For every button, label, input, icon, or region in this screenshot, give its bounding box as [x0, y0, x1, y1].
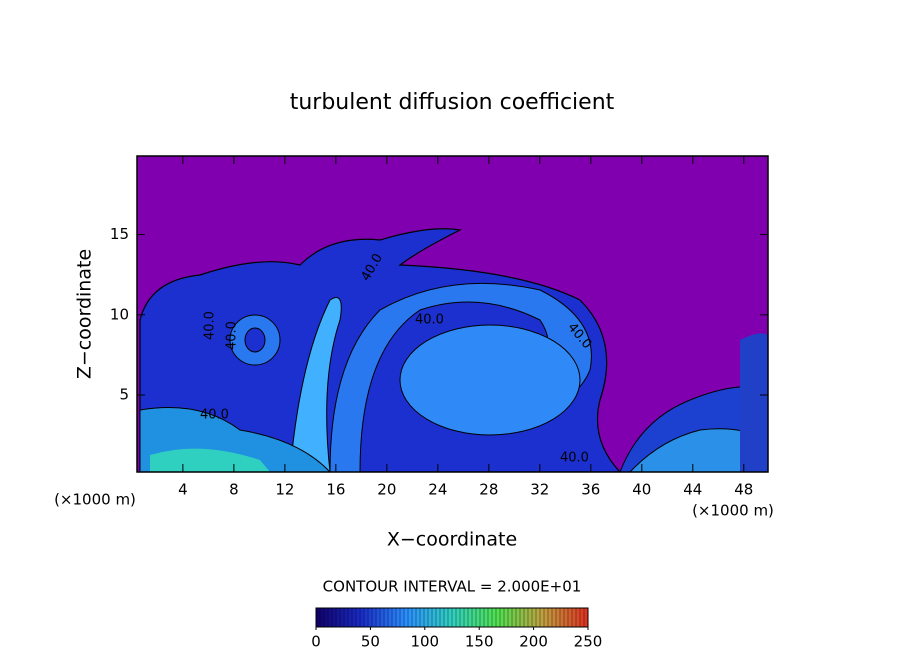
- x-tick-label: 44: [683, 481, 702, 499]
- x-tick-label: 12: [275, 481, 294, 499]
- contour-label: 40.0: [200, 408, 229, 423]
- x-tick-label: 4: [178, 481, 188, 499]
- chart-title: turbulent diffusion coefficient: [290, 90, 615, 115]
- x-unit: (×1000 m): [692, 502, 774, 520]
- colorbar-tick-label: 0: [311, 633, 321, 651]
- colorbar-tick-label: 100: [410, 633, 439, 651]
- x-tick-label: 16: [326, 481, 345, 499]
- y-tick-label: 5: [119, 386, 129, 404]
- x-tick-label: 32: [530, 481, 549, 499]
- contour-label: 40.0: [203, 311, 218, 340]
- x-tick-label: 40: [632, 481, 651, 499]
- colorbar-tick-label: 150: [465, 633, 494, 651]
- contour-label: 40.0: [560, 451, 589, 466]
- colorbar-tick-label: 50: [361, 633, 380, 651]
- contour-interval: CONTOUR INTERVAL = 2.000E+01: [323, 578, 582, 596]
- y-tick-label: 10: [110, 305, 129, 323]
- y-axis-label: Z−coordinate: [74, 249, 96, 379]
- plot-frame: [136, 155, 769, 473]
- x-tick-label: 28: [479, 481, 498, 499]
- y-tick-label: 15: [110, 225, 129, 243]
- x-tick-label: 48: [734, 481, 753, 499]
- contour-label: 40.0: [415, 313, 444, 328]
- field: [139, 228, 768, 472]
- colorbar-tick-label: 250: [574, 633, 603, 651]
- x-tick-label: 8: [229, 481, 239, 499]
- x-unit-left: (×1000 m): [54, 491, 136, 509]
- x-tick-label: 24: [428, 481, 447, 499]
- colorbar-tick-label: 200: [519, 633, 548, 651]
- x-tick-label: 36: [581, 481, 600, 499]
- x-tick-label: 20: [377, 481, 396, 499]
- contour-label: 40.0: [225, 321, 240, 350]
- x-axis-label: X−coordinate: [387, 529, 517, 551]
